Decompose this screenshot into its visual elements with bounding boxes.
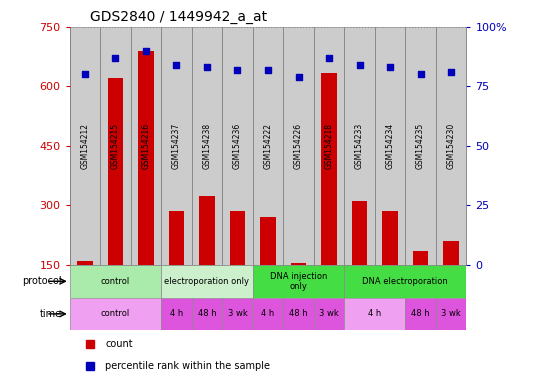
Bar	[436, 27, 466, 265]
Bar	[283, 298, 314, 330]
Text: GSM154226: GSM154226	[294, 123, 303, 169]
Point	[416, 71, 425, 78]
Text: 3 wk: 3 wk	[228, 310, 248, 318]
Text: electroporation only: electroporation only	[165, 277, 249, 286]
Point	[80, 71, 89, 78]
Point	[355, 62, 364, 68]
Bar	[344, 298, 405, 330]
Text: GSM154218: GSM154218	[324, 123, 333, 169]
Bar	[322, 73, 337, 265]
Text: GSM154234: GSM154234	[385, 123, 394, 169]
Point	[233, 67, 242, 73]
Text: GSM154238: GSM154238	[203, 123, 212, 169]
Text: GSM154237: GSM154237	[172, 123, 181, 169]
Text: GSM154215: GSM154215	[111, 123, 120, 169]
Bar	[405, 27, 436, 265]
Point	[111, 55, 120, 61]
Bar	[436, 298, 466, 330]
Text: 48 h: 48 h	[411, 310, 430, 318]
Bar	[352, 202, 367, 265]
Text: 48 h: 48 h	[198, 310, 217, 318]
Bar	[100, 27, 131, 265]
Bar	[260, 217, 276, 265]
Bar	[70, 265, 161, 298]
Point	[172, 62, 181, 68]
Text: GSM154222: GSM154222	[264, 123, 272, 169]
Bar	[291, 263, 306, 265]
Point	[142, 48, 150, 54]
Bar	[192, 298, 222, 330]
Point	[294, 74, 303, 80]
Point	[264, 67, 272, 73]
Bar	[70, 298, 161, 330]
Text: GSM154212: GSM154212	[80, 123, 90, 169]
Text: 3 wk: 3 wk	[441, 310, 461, 318]
Point	[447, 69, 456, 75]
Bar	[230, 211, 245, 265]
Bar	[222, 27, 253, 265]
Bar	[382, 211, 398, 265]
Bar	[375, 27, 405, 265]
Bar	[77, 261, 93, 265]
Text: protocol: protocol	[22, 276, 62, 286]
Bar	[161, 27, 192, 265]
Text: DNA injection
only: DNA injection only	[270, 271, 327, 291]
Text: GSM154235: GSM154235	[416, 123, 425, 169]
Bar	[443, 241, 459, 265]
Text: control: control	[101, 277, 130, 286]
Text: 48 h: 48 h	[289, 310, 308, 318]
Bar	[413, 251, 428, 265]
Bar	[70, 27, 100, 265]
Text: GDS2840 / 1449942_a_at: GDS2840 / 1449942_a_at	[90, 10, 266, 25]
Bar	[344, 265, 466, 298]
Bar	[161, 265, 253, 298]
Bar	[253, 298, 283, 330]
Text: GSM154230: GSM154230	[446, 123, 456, 169]
Bar	[222, 298, 253, 330]
Text: time: time	[40, 309, 62, 319]
Bar	[192, 27, 222, 265]
Text: GSM154233: GSM154233	[355, 123, 364, 169]
Text: DNA electroporation: DNA electroporation	[362, 277, 448, 286]
Bar	[138, 51, 154, 265]
Point	[203, 64, 211, 70]
Bar	[108, 78, 123, 265]
Text: percentile rank within the sample: percentile rank within the sample	[106, 361, 270, 371]
Point	[325, 55, 333, 61]
Text: GSM154236: GSM154236	[233, 123, 242, 169]
Bar	[314, 298, 344, 330]
Bar	[131, 27, 161, 265]
Text: 4 h: 4 h	[262, 310, 274, 318]
Bar	[161, 298, 192, 330]
Text: 3 wk: 3 wk	[319, 310, 339, 318]
Bar	[199, 195, 214, 265]
Text: 4 h: 4 h	[368, 310, 382, 318]
Bar	[253, 265, 344, 298]
Bar	[169, 211, 184, 265]
Bar	[253, 27, 283, 265]
Bar	[314, 27, 344, 265]
Text: control: control	[101, 310, 130, 318]
Bar	[344, 27, 375, 265]
Point	[386, 64, 394, 70]
Bar	[405, 298, 436, 330]
Text: count: count	[106, 339, 133, 349]
Text: GSM154216: GSM154216	[142, 123, 151, 169]
Bar	[283, 27, 314, 265]
Text: 4 h: 4 h	[170, 310, 183, 318]
